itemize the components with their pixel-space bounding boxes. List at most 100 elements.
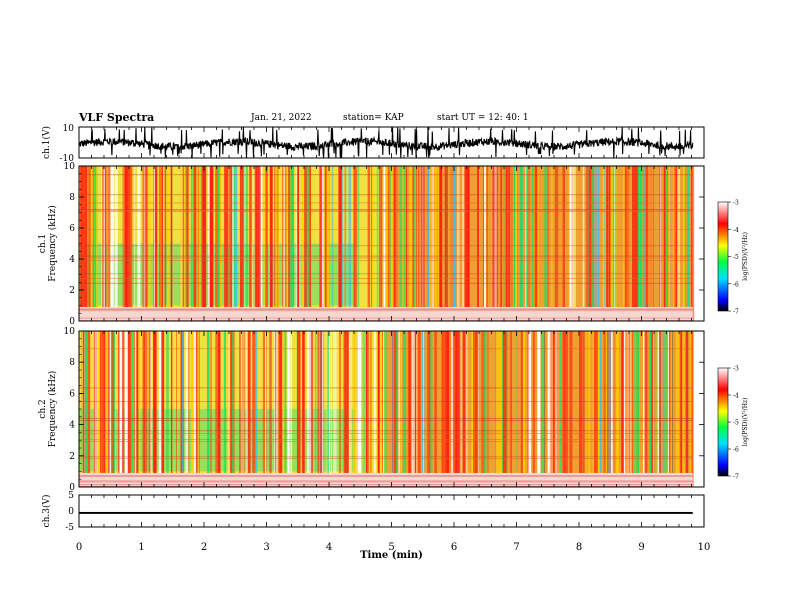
spectral-streak	[191, 331, 194, 487]
spectral-streak	[395, 331, 398, 487]
spectral-streak	[554, 166, 556, 321]
y-tick-label: 4	[69, 255, 75, 265]
spectral-streak	[134, 331, 137, 487]
spectral-streak	[691, 166, 695, 321]
spectral-streak	[251, 166, 253, 321]
spectral-streak	[599, 331, 601, 487]
spectral-streak	[634, 166, 635, 321]
spectral-streak	[669, 331, 672, 487]
spectral-streak	[103, 166, 106, 321]
spectral-streak	[582, 166, 585, 321]
spectral-streak	[503, 331, 505, 487]
spectral-streak	[589, 166, 592, 321]
spectral-streak	[509, 166, 511, 321]
x-tick-label: 2	[201, 542, 207, 553]
spectral-streak	[130, 331, 133, 487]
spectral-streak	[628, 166, 630, 321]
spectral-streak	[569, 331, 573, 487]
spectral-streak	[633, 331, 635, 487]
spectral-streak	[464, 166, 467, 321]
spectral-streak	[275, 166, 278, 321]
spectral-streak	[215, 166, 219, 321]
spectral-streak	[276, 331, 278, 487]
spectral-streak	[691, 331, 694, 487]
spectral-streak	[559, 331, 562, 487]
spectral-streak	[315, 331, 317, 487]
spectral-streak	[197, 166, 201, 321]
spectral-streak	[380, 166, 383, 321]
x-tick-label: 5	[388, 542, 394, 553]
spectral-streak	[434, 166, 438, 321]
spectral-streak	[345, 166, 347, 321]
spectral-streak	[240, 166, 244, 321]
spectral-streak	[542, 331, 545, 487]
spectral-streak	[645, 166, 649, 321]
spectral-streak	[609, 166, 611, 321]
spectral-streak	[534, 166, 538, 321]
spectral-streak	[118, 331, 120, 487]
spectral-streak	[127, 166, 130, 321]
spectral-streak	[228, 331, 230, 487]
spectral-streak	[682, 166, 685, 321]
spectral-streak	[439, 166, 443, 321]
colorbar	[717, 367, 729, 477]
spectral-streak	[562, 331, 564, 487]
spectral-streak	[234, 166, 238, 321]
spectral-streak	[484, 166, 486, 321]
spectral-streak	[198, 331, 200, 487]
colorbar-tick-label: -6	[733, 447, 739, 454]
colorbar	[717, 201, 729, 312]
spectral-streak	[449, 331, 451, 487]
spectral-streak	[592, 331, 595, 487]
spectral-streak	[370, 331, 372, 487]
spectral-streak	[499, 331, 503, 487]
spectral-streak	[473, 331, 475, 487]
y-axis-label-line: ch.1	[38, 234, 48, 253]
spectral-streak	[324, 166, 328, 321]
spectral-streak	[258, 166, 260, 321]
spectral-streak	[418, 331, 420, 487]
spectral-streak	[230, 331, 232, 487]
spectral-streak	[225, 166, 229, 321]
spectral-streak	[379, 166, 380, 321]
spectral-streak	[259, 166, 263, 321]
spectral-streak	[662, 331, 665, 487]
spectral-streak	[641, 166, 643, 321]
spectral-streak	[276, 166, 279, 321]
spectral-streak	[398, 331, 400, 487]
spectral-streak	[528, 166, 530, 321]
spectral-streak	[532, 331, 535, 487]
spectral-streak	[210, 331, 212, 487]
spectral-streak	[307, 331, 309, 487]
spectral-streak	[153, 331, 157, 487]
spectral-streak	[446, 331, 450, 487]
colorbar-tick-label: -7	[733, 474, 739, 481]
spectral-streak	[247, 331, 251, 487]
spectral-streak	[462, 166, 465, 321]
spectral-streak	[226, 331, 229, 487]
spectral-streak	[323, 166, 326, 321]
spectral-streak	[437, 166, 439, 321]
spectral-streak	[637, 166, 641, 321]
spectral-streak	[319, 166, 322, 321]
spectral-streak	[110, 166, 113, 321]
spectral-streak	[155, 166, 158, 321]
spectral-streak	[317, 331, 320, 487]
y-tick-label: 2	[69, 286, 75, 296]
spectral-streak	[87, 331, 91, 487]
spectral-streak	[449, 331, 452, 487]
spectral-streak	[624, 331, 626, 487]
spectral-streak	[499, 166, 501, 321]
spectral-streak	[362, 331, 366, 487]
spectral-streak	[164, 166, 167, 321]
spectral-streak	[690, 331, 691, 487]
spectral-streak	[343, 331, 345, 487]
spectral-streak	[223, 331, 226, 487]
spectral-streak	[388, 166, 391, 321]
spectral-streak	[166, 166, 170, 321]
x-tick-label: 10	[698, 542, 711, 553]
spectral-streak	[503, 331, 507, 487]
spectral-streak	[579, 331, 583, 487]
spectral-streak	[371, 166, 372, 321]
spectral-streak	[666, 331, 668, 487]
